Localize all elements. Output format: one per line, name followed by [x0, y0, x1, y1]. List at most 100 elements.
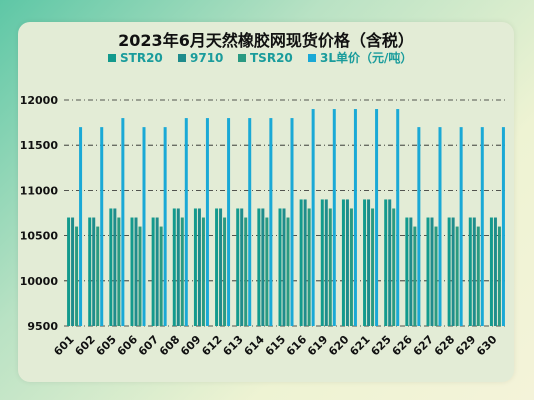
bar: [501, 127, 505, 327]
bar: [311, 109, 315, 326]
x-tick-label: 601: [51, 333, 76, 358]
y-tick-label: 9500: [27, 320, 58, 333]
x-tick-label: 602: [72, 333, 97, 358]
bar: [117, 217, 121, 326]
x-tick-label: 608: [157, 333, 182, 358]
bar: [476, 226, 480, 326]
x-tick-label: 627: [411, 333, 436, 358]
bar: [236, 208, 240, 326]
bar: [282, 208, 286, 326]
bar: [417, 127, 421, 327]
bar: [261, 208, 265, 326]
bar: [142, 127, 146, 327]
bar: [138, 226, 142, 326]
x-tick-label: 614: [242, 333, 268, 359]
x-tick-label: 621: [347, 333, 372, 358]
bar: [100, 127, 104, 327]
bar: [79, 127, 83, 327]
bar: [193, 208, 197, 326]
x-tick-label: 605: [94, 333, 119, 358]
bar: [497, 226, 501, 326]
bar: [345, 199, 349, 326]
bar: [163, 127, 167, 327]
x-tick-label: 625: [368, 333, 393, 358]
bar: [332, 109, 336, 326]
x-tick-label: 619: [305, 333, 330, 358]
bar: [384, 199, 388, 326]
bar: [375, 109, 379, 326]
bar: [121, 118, 125, 326]
bar: [159, 226, 163, 326]
bar: [205, 118, 209, 326]
bar: [349, 208, 353, 326]
bar: [455, 226, 459, 326]
x-tick-label: 613: [220, 333, 245, 358]
bar: [151, 217, 155, 326]
y-tick-label: 12000: [20, 94, 59, 107]
x-tick-label: 626: [390, 333, 416, 359]
bar: [278, 208, 282, 326]
legend-swatch: [178, 54, 186, 62]
bar: [353, 109, 357, 326]
legend-swatch: [108, 54, 116, 62]
bar: [320, 199, 324, 326]
bar: [71, 217, 75, 326]
y-tick-label: 10500: [20, 230, 59, 243]
bar: [172, 208, 176, 326]
bar: [303, 199, 307, 326]
chart-card: 2023年6月天然橡胶网现货价格（含税） STR20 9710 TSR20 3L单价（元…: [18, 22, 514, 382]
bar: [405, 217, 409, 326]
bar: [67, 217, 71, 326]
bar: [286, 217, 290, 326]
bar: [409, 217, 413, 326]
bar: [430, 217, 434, 326]
bar: [197, 208, 201, 326]
bar: [244, 217, 248, 326]
chart: 2023年6月天然橡胶网现货价格（含税）STR20 9710 TSR20 3L单价（元…: [20, 31, 508, 359]
bar: [307, 208, 311, 326]
bar: [468, 217, 472, 326]
bar: [184, 118, 188, 326]
legend-label: 9710: [190, 51, 223, 65]
y-tick-label: 11000: [20, 184, 59, 197]
bar: [459, 127, 463, 327]
bar: [215, 208, 219, 326]
bar: [493, 217, 497, 326]
bar: [201, 217, 205, 326]
bar: [447, 217, 451, 326]
legend-label: TSR20: [250, 51, 293, 65]
bar: [155, 217, 159, 326]
x-tick-label: 616: [284, 333, 310, 359]
bar: [109, 208, 113, 326]
y-tick-label: 11500: [20, 139, 59, 152]
bar: [489, 217, 493, 326]
bar: [299, 199, 303, 326]
bar: [180, 217, 184, 326]
bar: [96, 226, 100, 326]
legend-swatch: [238, 54, 246, 62]
x-tick-label: 606: [115, 333, 141, 359]
bar: [434, 226, 438, 326]
bar: [392, 208, 396, 326]
bar: [134, 217, 138, 326]
bar: [413, 226, 417, 326]
x-tick-label: 628: [432, 333, 457, 358]
bar: [176, 208, 180, 326]
x-tick-label: 612: [199, 333, 224, 358]
bar: [290, 118, 294, 326]
bar: [480, 127, 484, 327]
x-tick-label: 609: [178, 333, 203, 358]
x-tick-label: 630: [474, 333, 500, 359]
x-tick-label: 629: [453, 333, 478, 358]
bar: [88, 217, 92, 326]
x-tick-label: 607: [136, 333, 161, 358]
legend-label: STR20: [120, 51, 163, 65]
legend-label: 3L单价（元/吨）: [320, 50, 412, 65]
bar: [328, 208, 332, 326]
bar: [223, 217, 227, 326]
y-tick-label: 10000: [20, 275, 59, 288]
bar: [367, 199, 371, 326]
bar: [219, 208, 223, 326]
bar: [396, 109, 400, 326]
bar: [451, 217, 455, 326]
